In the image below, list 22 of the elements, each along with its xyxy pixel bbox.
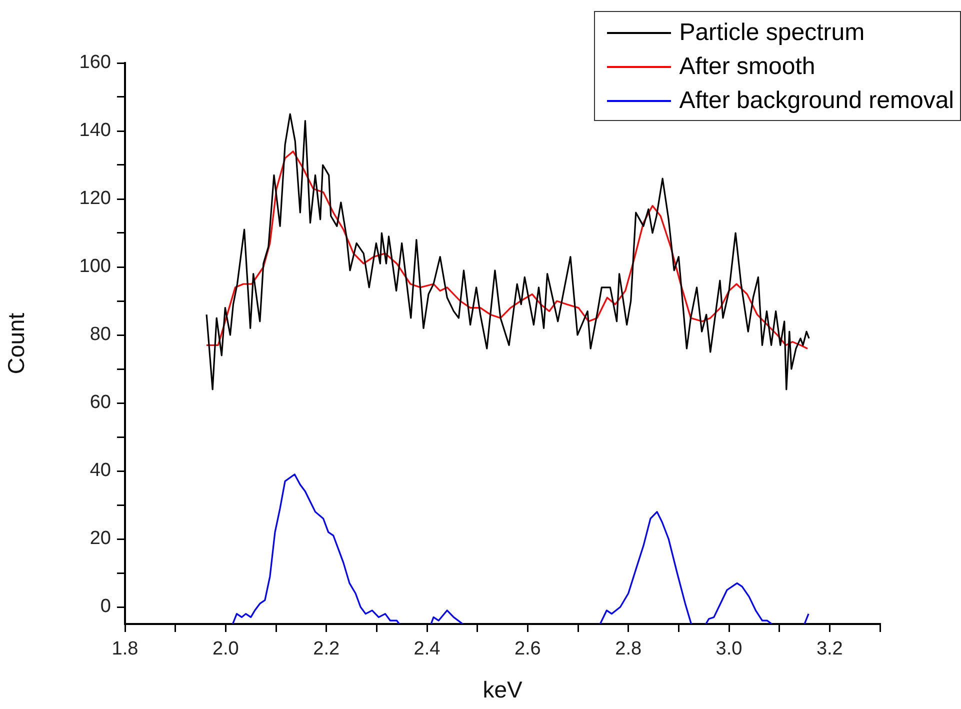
y-tick-label: 0: [100, 596, 111, 618]
x-tick-label: 3.2: [816, 638, 843, 660]
x-tick-label: 2.6: [514, 638, 541, 660]
x-tick-label: 3.0: [716, 638, 742, 660]
y-axis-title: Count: [3, 312, 30, 374]
x-tick-label: 1.8: [112, 638, 138, 660]
legend-label: After background removal: [679, 86, 954, 116]
x-tick-label: 2.4: [414, 638, 441, 660]
y-tick-label: 120: [79, 188, 111, 210]
x-axis-title: keV: [482, 676, 523, 703]
y-tick-label: 80: [90, 324, 111, 346]
x-tick-label: 2.2: [313, 638, 340, 660]
y-tick-label: 20: [90, 528, 111, 550]
y-tick-label: 100: [79, 256, 111, 278]
legend-label: Particle spectrum: [679, 18, 865, 48]
y-tick-label: 60: [90, 392, 111, 414]
legend-label: After smooth: [679, 52, 816, 82]
x-tick-label: 2.0: [212, 638, 239, 660]
y-tick-label: 40: [90, 460, 111, 482]
x-tick-label: 2.8: [615, 638, 642, 660]
y-tick-label: 140: [79, 120, 111, 142]
y-tick-label: 160: [79, 52, 111, 74]
